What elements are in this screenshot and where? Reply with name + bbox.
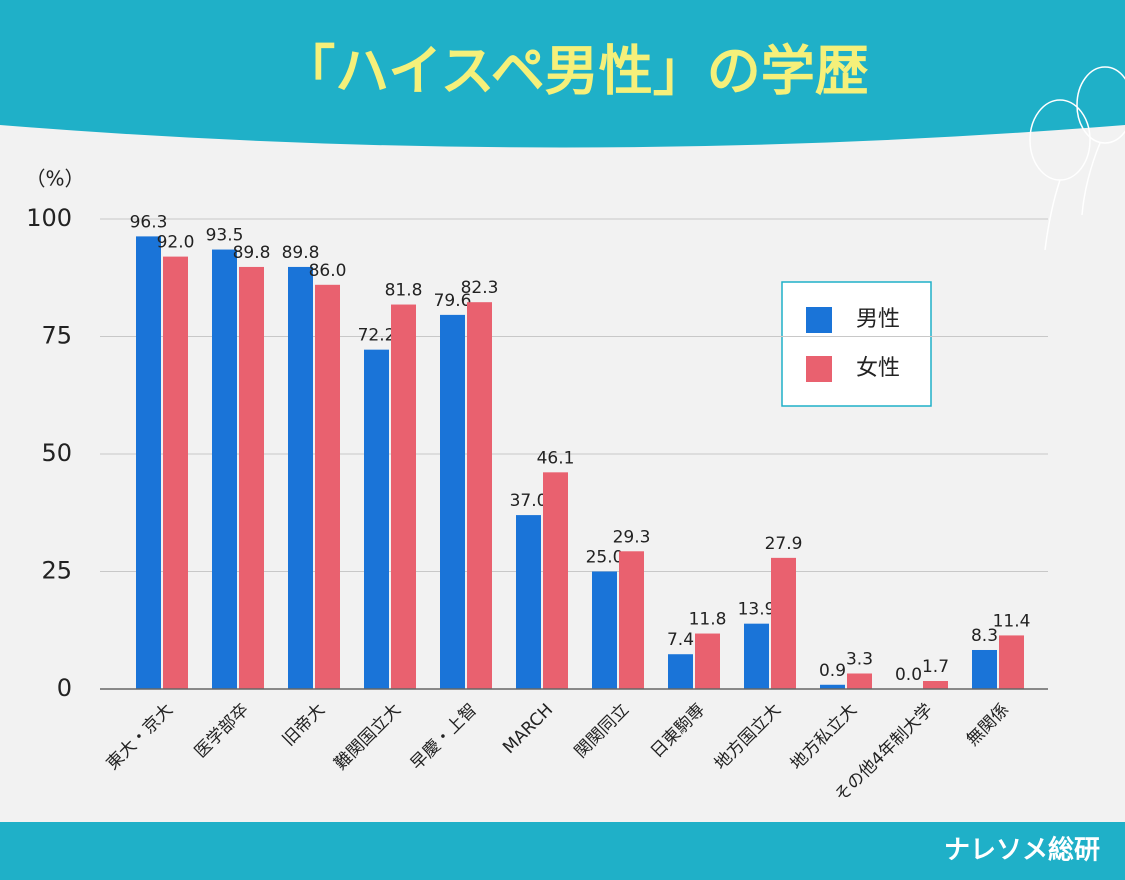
y-tick-label: 25 [41,557,72,585]
footer-band [0,822,1125,880]
legend-swatch [806,356,832,382]
bar [972,649,997,689]
y-axis-unit: （%） [25,167,84,191]
value-label: 96.3 [130,212,168,232]
value-label: 37.0 [510,491,548,511]
value-label: 29.3 [613,527,651,547]
chart-title: 「ハイスペ男性」の学歴 [281,40,869,103]
value-label: 79.6 [434,291,472,311]
value-label: 8.3 [971,626,998,646]
value-label: 27.9 [765,534,803,554]
value-label: 13.9 [738,600,776,620]
value-label: 81.8 [385,281,423,301]
value-label: 46.1 [537,448,575,468]
value-label: 25.0 [586,548,624,568]
value-label: 72.2 [358,326,396,346]
y-tick-label: 50 [41,439,72,467]
bar [288,266,313,689]
value-label: 0.0 [895,665,922,685]
value-label: 93.5 [206,226,244,246]
value-label: 11.4 [993,611,1031,631]
value-label: 7.4 [667,630,694,650]
value-label: 0.9 [819,661,846,681]
bar [391,304,416,689]
y-tick-label: 100 [26,204,72,232]
bar [516,515,541,689]
bar [820,684,845,689]
legend-swatch [806,307,832,333]
bar [695,633,720,689]
value-label: 89.8 [233,243,271,263]
legend-box [781,281,932,407]
bar [467,302,492,689]
legend-label: 女性 [856,356,900,381]
value-label: 3.3 [846,649,873,669]
bar [315,284,340,689]
bar [619,551,644,689]
bar [999,635,1024,689]
y-tick-label: 0 [57,674,72,702]
bar [744,623,769,689]
bar [923,681,948,689]
y-tick-label: 75 [41,322,72,350]
bar [543,472,568,689]
bar [847,673,872,689]
value-label: 82.3 [461,278,499,298]
header-band [0,0,1125,148]
value-label: 92.0 [157,233,195,253]
value-label: 86.0 [309,261,347,281]
bar [592,571,617,689]
value-label: 1.7 [922,657,949,677]
legend-label: 男性 [856,307,900,332]
brand: ナレソメ総研 [944,835,1100,866]
bar [136,236,161,689]
value-label: 89.8 [282,243,320,263]
bar [163,256,188,689]
bar [212,249,237,690]
balloons [1029,66,1125,251]
bar [364,349,389,689]
bar [239,266,264,689]
value-label: 11.8 [689,610,727,630]
bar [771,557,796,689]
bar [668,654,693,689]
bar [440,314,465,689]
